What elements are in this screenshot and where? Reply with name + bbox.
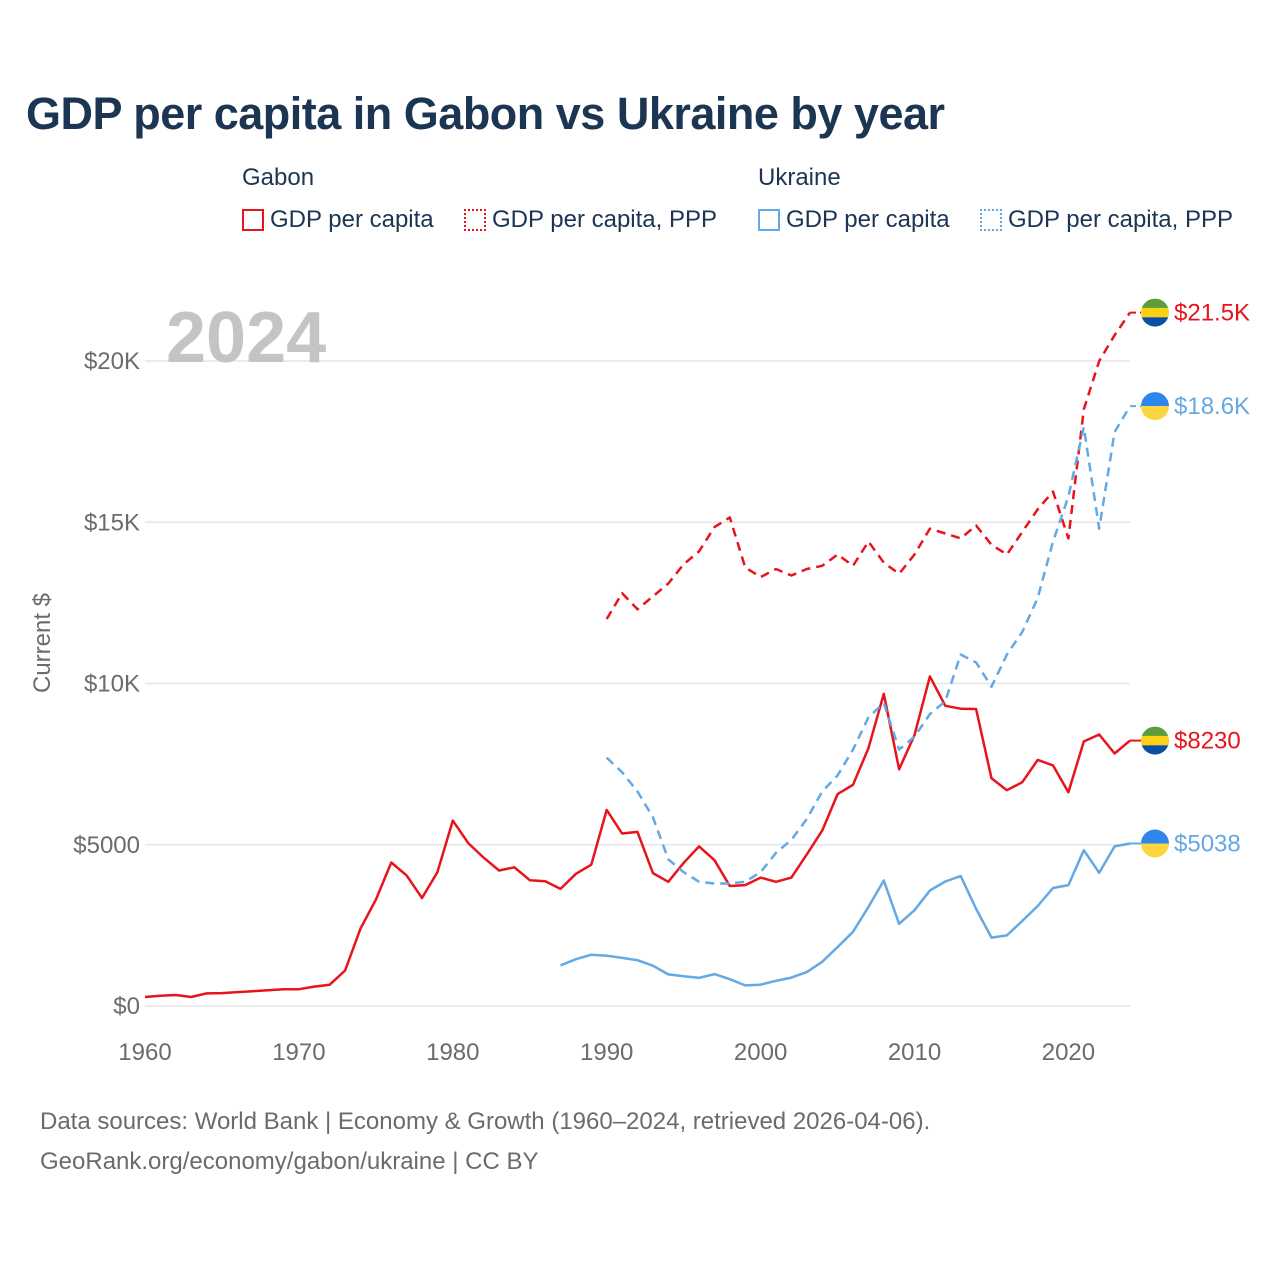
series-line-2 [560, 842, 1131, 987]
y-tick-label-4: $20K [84, 348, 140, 375]
grid-lines [145, 360, 1130, 1007]
y-tick-label-3: $15K [84, 509, 140, 536]
end-markers: $8230 $21.5K $5038 $18.6K [1130, 298, 1250, 858]
x-tick-label-3: 1990 [580, 1039, 633, 1066]
gabon-flag-icon [1141, 298, 1169, 327]
series-line-0 [144, 675, 1131, 999]
y-tick-label-0: $0 [113, 993, 140, 1020]
x-tick-label-4: 2000 [734, 1039, 787, 1066]
footer-attribution: GeoRank.org/economy/gabon/ukraine | CC B… [40, 1148, 539, 1175]
end-label-1: $21.5K [1174, 300, 1250, 327]
x-tick-label-1: 1970 [272, 1039, 325, 1066]
axes: $0 $5000 $10K $15K $20K 1960 1970 1980 1990 2000 2… [73, 348, 1095, 1066]
series-line-1 [605, 311, 1132, 620]
legend-ukraine-ppp-label: GDP per capita, PPP [1008, 206, 1233, 233]
ukraine-flag-icon [1141, 829, 1169, 858]
x-tick-label-0: 1960 [118, 1039, 171, 1066]
gabon-flag-icon [1141, 726, 1169, 755]
legend-ukraine-gdp[interactable]: GDP per capita [758, 206, 950, 234]
legend-gabon-ppp[interactable]: GDP per capita, PPP [464, 206, 717, 234]
x-tick-label-2: 1980 [426, 1039, 479, 1066]
y-axis-label: Current $ [29, 593, 56, 693]
x-tick-label-6: 2020 [1042, 1039, 1095, 1066]
legend-ukraine-gdp-label: GDP per capita [786, 206, 950, 233]
legend-gabon-gdp[interactable]: GDP per capita [242, 206, 434, 234]
legend-gabon-ppp-swatch [464, 209, 486, 231]
x-tick-label-5: 2010 [888, 1039, 941, 1066]
end-label-3: $18.6K [1174, 393, 1250, 420]
page-title: GDP per capita in Gabon vs Ukraine by ye… [26, 88, 945, 139]
y-tick-label-1: $5000 [73, 832, 140, 859]
ukraine-flag-icon [1141, 392, 1169, 421]
legend-ukraine-ppp-swatch [980, 209, 1002, 231]
legend-ukraine-title: Ukraine [758, 164, 841, 191]
end-label-2: $5038 [1174, 831, 1241, 858]
year-watermark: 2024 [166, 298, 326, 378]
legend-ukraine-gdp-swatch [758, 209, 780, 231]
legend-gabon-gdp-swatch [242, 209, 264, 231]
legend-gabon-title: Gabon [242, 164, 315, 191]
y-tick-label-2: $10K [84, 671, 140, 698]
series-line-3 [605, 405, 1132, 885]
series-lines [144, 311, 1132, 999]
legend-gabon-gdp-label: GDP per capita [270, 206, 434, 233]
legend-gabon-ppp-label: GDP per capita, PPP [492, 206, 717, 233]
legend-ukraine-ppp[interactable]: GDP per capita, PPP [980, 206, 1233, 234]
end-label-0: $8230 [1174, 728, 1241, 755]
footer-sources: Data sources: World Bank | Economy & Gro… [40, 1108, 931, 1135]
